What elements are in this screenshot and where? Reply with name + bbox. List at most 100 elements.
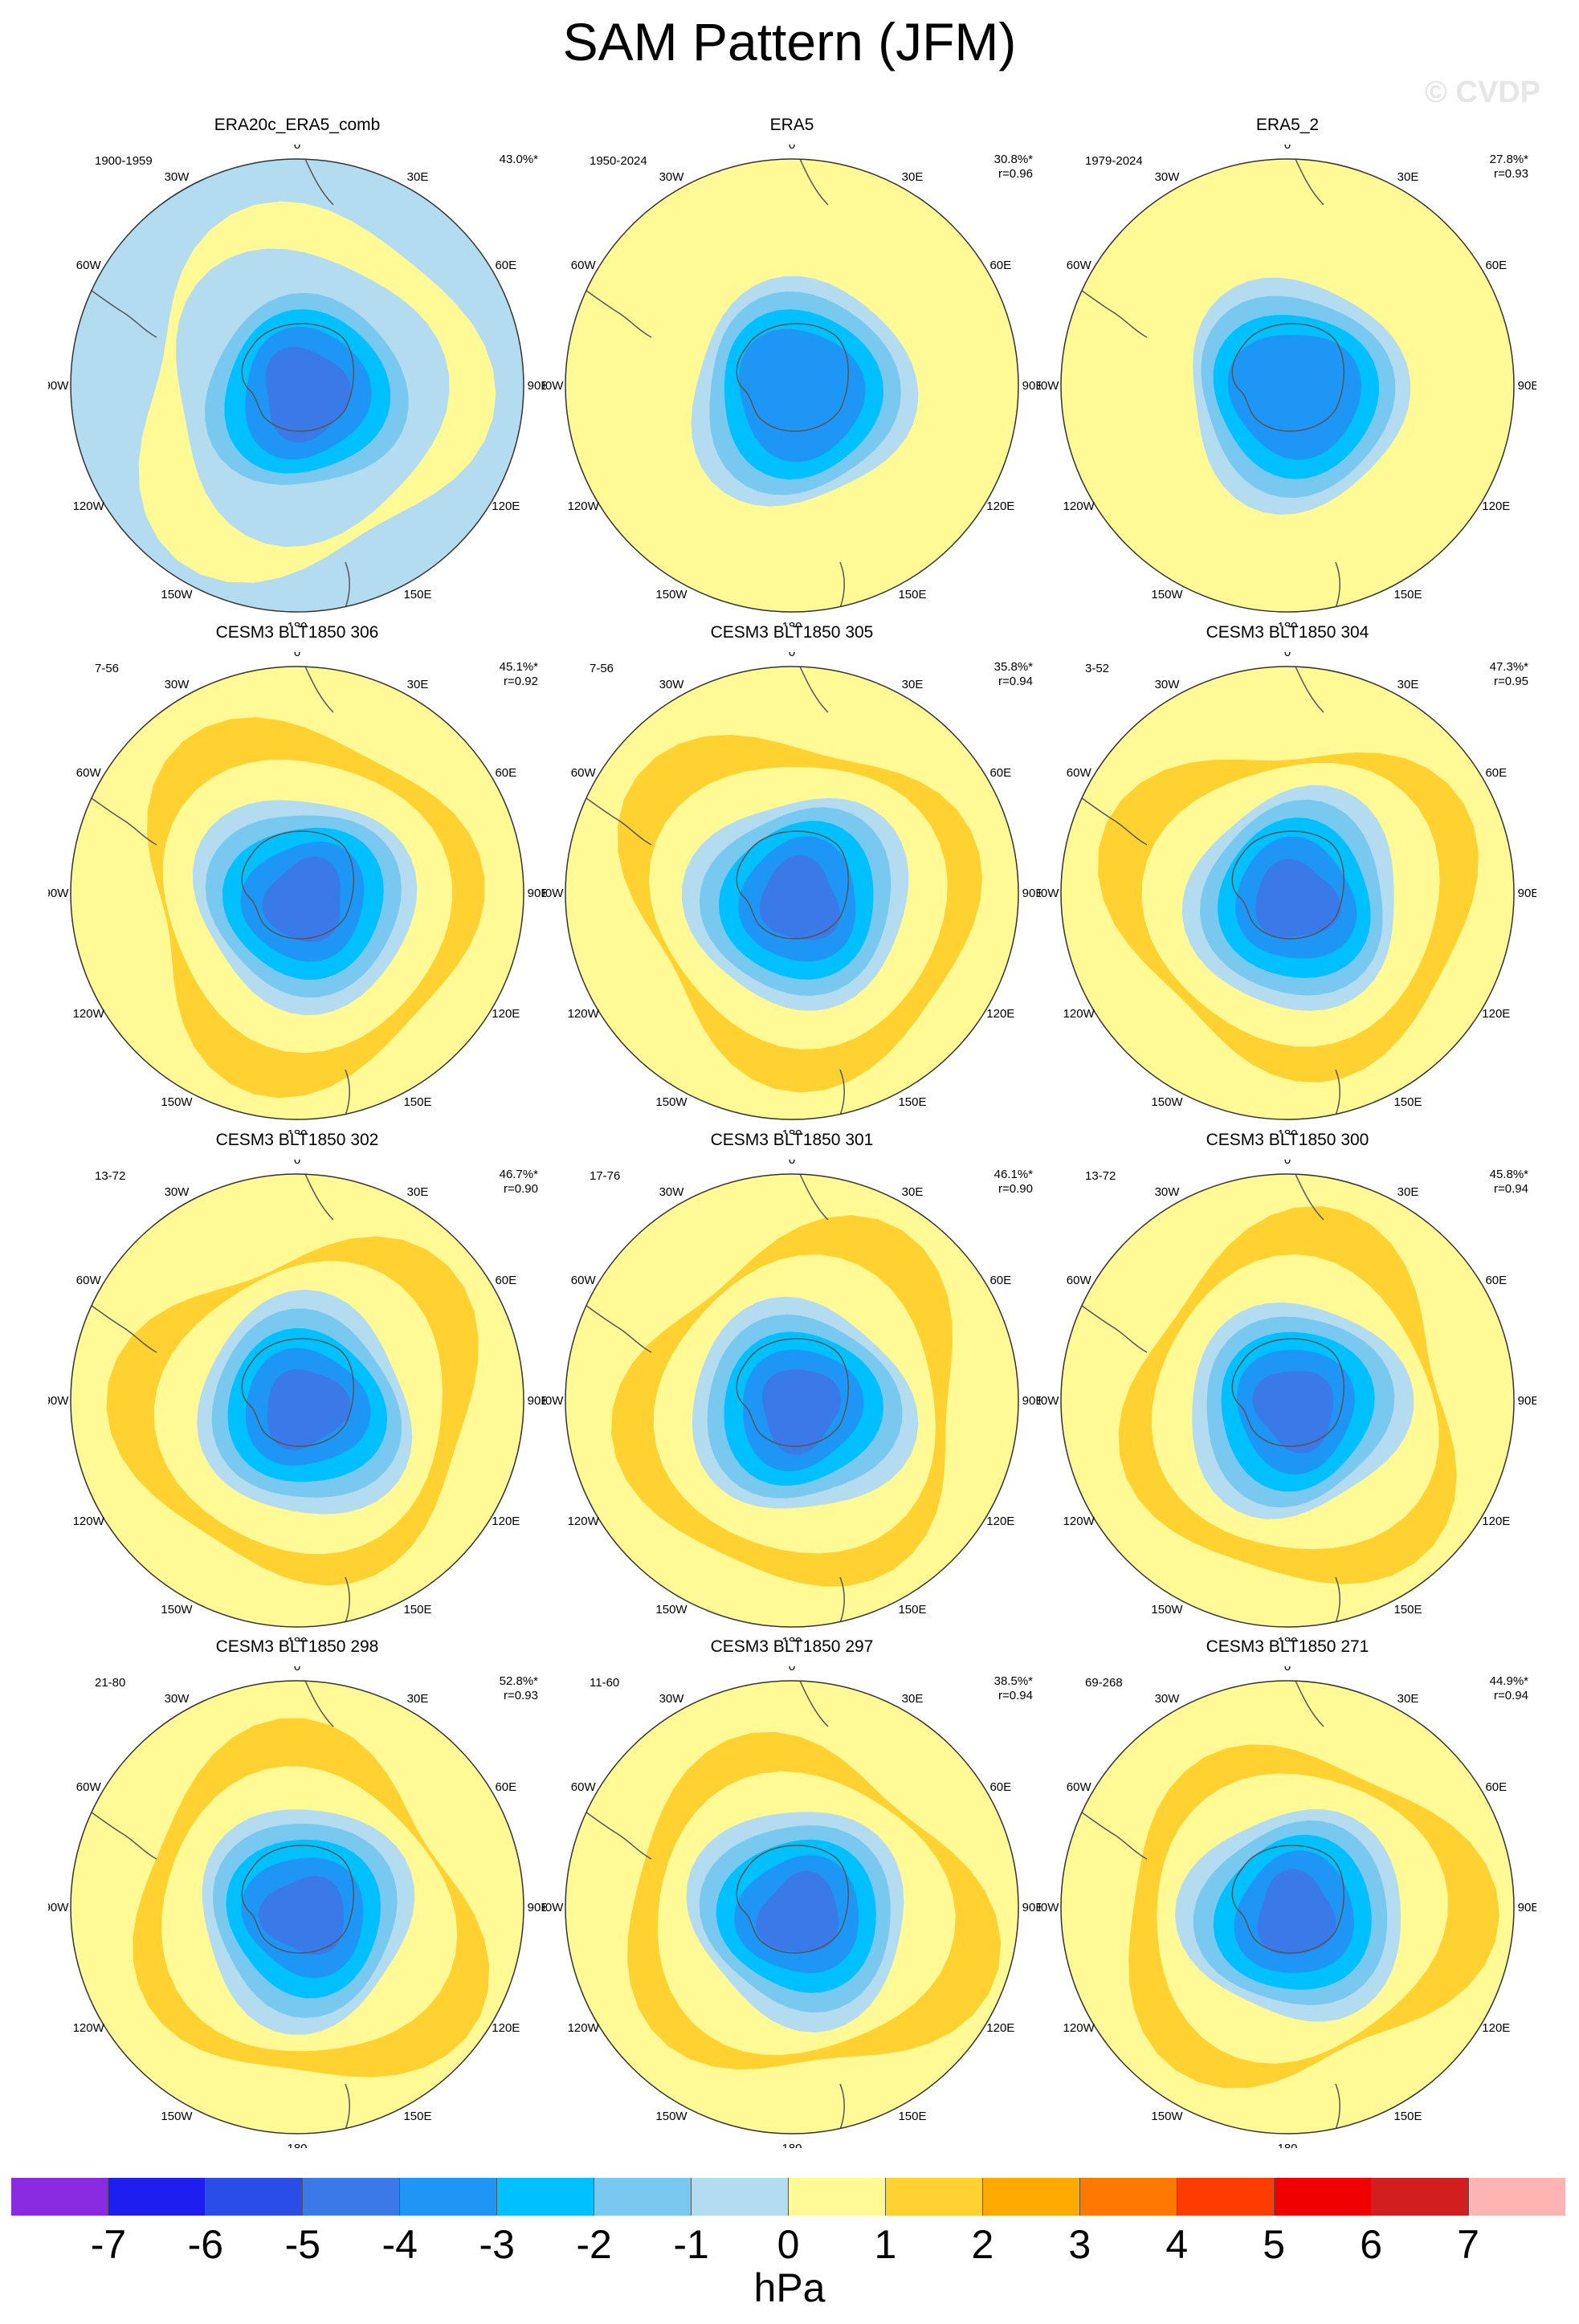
colorbar-tick-label: -7 xyxy=(90,2222,127,2267)
longitude-label: 120W xyxy=(568,1515,600,1528)
map-panel: ERA5_2 1979-2024 27.8%* r=0.93 0 30E 60E 90E 120… xyxy=(1038,116,1536,630)
colorbar-units: hPa xyxy=(753,2265,826,2310)
longitude-label: 30E xyxy=(407,1185,429,1199)
longitude-label: 30E xyxy=(902,678,924,691)
longitude-label: 120E xyxy=(1482,499,1510,513)
colorbar-box xyxy=(1275,2178,1372,2216)
longitude-label: 120W xyxy=(1063,1515,1096,1528)
longitude-label: 0 xyxy=(294,652,300,659)
longitude-label: 60W xyxy=(76,1274,102,1287)
longitude-label: 150W xyxy=(655,1603,687,1617)
longitude-label: 90E xyxy=(528,1394,546,1408)
longitude-label: 150E xyxy=(403,1095,431,1109)
longitude-label: 30W xyxy=(1155,678,1181,691)
longitude-label: 90E xyxy=(528,379,546,393)
colorbar-tick-label: -6 xyxy=(187,2222,224,2267)
longitude-label: 0 xyxy=(294,145,300,152)
longitude-label: 0 xyxy=(789,1666,795,1674)
panel-period: 7-56 xyxy=(590,662,614,675)
longitude-label: 180 xyxy=(1277,620,1297,626)
longitude-label: 180 xyxy=(781,1127,802,1134)
longitude-label: 90W xyxy=(543,379,564,393)
colorbar-box xyxy=(983,2178,1080,2216)
longitude-label: 60E xyxy=(495,766,516,780)
longitude-label: 0 xyxy=(789,145,795,152)
colorbar-box xyxy=(400,2178,497,2216)
panel-pattern-correlation: r=0.96 xyxy=(998,167,1033,181)
longitude-label: 120E xyxy=(492,1515,520,1528)
longitude-label: 0 xyxy=(294,1666,300,1674)
longitude-label: 90W xyxy=(1038,1901,1059,1914)
longitude-label: 120E xyxy=(986,499,1014,513)
longitude-label: 150W xyxy=(1151,1095,1183,1109)
longitude-label: 60E xyxy=(989,259,1011,272)
colorbar-box xyxy=(692,2178,789,2216)
colorbar-tick-label: 2 xyxy=(971,2222,994,2267)
panel-period: 1950-2024 xyxy=(590,154,647,168)
colorbar-box xyxy=(303,2178,400,2216)
panel-pattern-correlation: r=0.95 xyxy=(1494,675,1528,688)
colorbar-tick-label: 6 xyxy=(1360,2222,1383,2267)
longitude-label: 60W xyxy=(1067,1274,1092,1287)
colorbar-tick-label: 0 xyxy=(777,2222,800,2267)
colorbar-tick-label: 1 xyxy=(874,2222,897,2267)
colorbar-box xyxy=(108,2178,206,2216)
longitude-label: 30W xyxy=(165,678,190,691)
longitude-label: 150E xyxy=(898,588,926,601)
longitude-label: 120W xyxy=(73,2021,105,2035)
longitude-label: 90W xyxy=(543,1394,564,1408)
colorbar-box xyxy=(497,2178,594,2216)
longitude-label: 90E xyxy=(1518,379,1536,393)
longitude-label: 150E xyxy=(1393,2110,1422,2123)
longitude-label: 150E xyxy=(1393,1095,1422,1109)
longitude-label: 150W xyxy=(161,1095,193,1109)
longitude-label: 120E xyxy=(986,2021,1014,2035)
longitude-label: 0 xyxy=(1284,145,1291,152)
longitude-label: 0 xyxy=(789,1160,795,1167)
longitude-label: 30W xyxy=(1155,1185,1181,1199)
panel-period: 1900-1959 xyxy=(95,154,153,168)
longitude-label: 60W xyxy=(571,1780,597,1794)
longitude-label: 150W xyxy=(1151,588,1183,601)
panel-period: 13-72 xyxy=(95,1169,126,1183)
polar-stereographic-map: 0 30E 60E 90E 120E 150E 180 150W 120W 90W 60W 30W xyxy=(543,652,1041,1134)
panel-pattern-correlation: r=0.94 xyxy=(1494,1182,1528,1196)
longitude-label: 90E xyxy=(1518,1394,1536,1408)
longitude-label: 120W xyxy=(568,1007,600,1021)
longitude-label: 30E xyxy=(1397,678,1419,691)
longitude-label: 60W xyxy=(76,766,102,780)
map-panel: CESM3 BLT1850 297 11-60 38.5%* r=0.94 0 30E 60… xyxy=(543,1637,1041,2151)
longitude-label: 0 xyxy=(294,1160,300,1167)
longitude-label: 0 xyxy=(789,652,795,659)
colorbar-tick-label: -4 xyxy=(381,2222,418,2267)
longitude-label: 120W xyxy=(568,2021,600,2035)
map-panel: ERA20c_ERA5_comb 1900-1959 43.0%* 0 30E 60E 90… xyxy=(48,116,546,630)
panel-period: 1979-2024 xyxy=(1085,154,1143,168)
longitude-label: 60W xyxy=(1067,1780,1092,1794)
longitude-label: 60E xyxy=(1485,1274,1507,1287)
longitude-label: 120E xyxy=(492,1007,520,1021)
longitude-label: 150W xyxy=(1151,1603,1183,1617)
longitude-label: 60E xyxy=(495,1780,516,1794)
polar-stereographic-map: 0 30E 60E 90E 120E 150E 180 150W 120W 90W 60W 30W xyxy=(543,145,1041,626)
longitude-label: 30E xyxy=(902,1692,924,1706)
longitude-label: 30W xyxy=(659,678,685,691)
colorbar-box xyxy=(1372,2178,1469,2216)
colorbar-tick-label: 5 xyxy=(1263,2222,1286,2267)
longitude-label: 90E xyxy=(1022,379,1041,393)
map-panel: CESM3 BLT1850 304 3-52 47.3%* r=0.95 0 30E 60E… xyxy=(1038,623,1536,1137)
longitude-label: 60W xyxy=(76,259,102,272)
longitude-label: 30E xyxy=(902,170,924,184)
panel-variance-explained: 46.7%* xyxy=(499,1168,538,1181)
colorbar-box xyxy=(206,2178,303,2216)
longitude-label: 60E xyxy=(495,259,516,272)
panel-pattern-correlation: r=0.94 xyxy=(998,1689,1033,1702)
longitude-label: 120W xyxy=(73,499,105,513)
longitude-label: 150W xyxy=(655,1095,687,1109)
panel-title: ERA20c_ERA5_comb xyxy=(214,116,381,134)
map-panel: CESM3 BLT1850 298 21-80 52.8%* r=0.93 0 30E 60… xyxy=(48,1637,546,2151)
colorbar-box xyxy=(789,2178,886,2216)
panel-pattern-correlation: r=0.94 xyxy=(998,675,1033,688)
panel-variance-explained: 45.1%* xyxy=(499,660,538,674)
longitude-label: 180 xyxy=(781,620,802,626)
